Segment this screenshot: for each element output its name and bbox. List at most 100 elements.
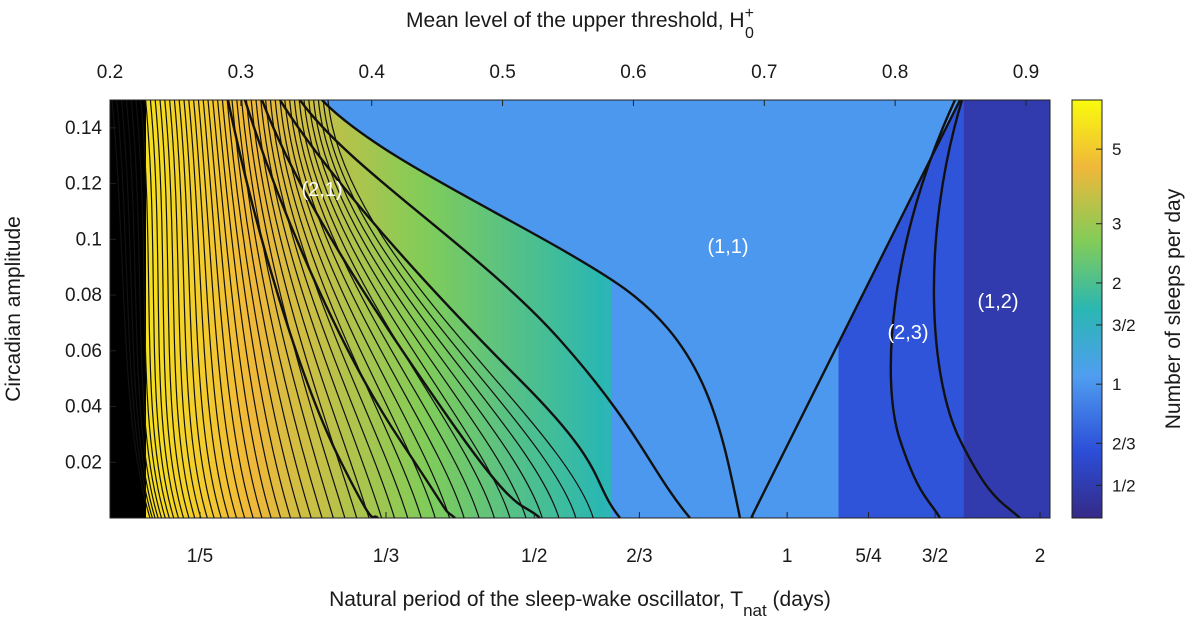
boundary-line [164,100,196,518]
heatmap-cell [360,100,370,518]
heatmap-cell [603,100,612,518]
boundary-line [284,100,451,518]
heatmap-cell [995,100,1004,518]
heatmap-cell [1018,100,1028,518]
boundary-line [217,100,282,518]
heatmap-cell [1010,100,1020,518]
boundary-curve [889,100,957,518]
top-tick-label: 0.2 [97,62,123,83]
heatmap-cell [893,100,902,518]
x-tick-label: 1 [782,546,793,567]
heatmap-cell [376,100,385,518]
heatmap-cell [196,100,205,518]
heatmap-cell [932,100,941,518]
heatmap-cell [274,100,283,518]
boundary-line [202,100,254,518]
heatmap-cell [352,100,362,518]
boundary-line [293,100,480,518]
heatmap-cell [854,100,863,518]
boundary-line [125,100,159,518]
colorbar-tick-label: 2 [1112,274,1121,293]
y-axis: 0.02 0.04 0.06 0.08 0.1 0.12 0.14 [65,118,116,473]
boundary-line [322,100,577,518]
heatmap-cell [501,100,511,518]
heatmap-cell [869,100,879,518]
heatmap-cell [423,100,432,518]
heatmap-cell [1042,100,1050,518]
heatmap-cell [1034,100,1043,518]
heatmap-cell [619,100,628,518]
boundary-line [116,100,153,518]
boundary-line [178,100,215,518]
boundary-line [169,100,202,518]
heatmap-cell [916,100,926,518]
heatmap-cell [470,100,479,518]
heatmap-cell [258,100,268,518]
x-tick-label: 1/3 [373,546,399,567]
heatmap-cell [885,100,894,518]
heatmap-cell [556,100,565,518]
tongue-strips [110,100,1050,518]
boundary-curve [299,100,691,518]
boundary-line [154,100,185,518]
colorbar-tick-label: 3/2 [1112,316,1136,335]
boundary-line [255,100,370,518]
heatmap-cell [282,100,291,518]
x-tick-label: 2 [1035,546,1046,567]
colorbar-ticks: 5 3 2 3/2 1 2/3 1/2 [1096,140,1136,495]
heatmap-cell [478,100,487,518]
colorbar [1071,99,1103,519]
heatmap-cell [517,100,526,518]
heatmap-cell [313,100,323,518]
heatmap-cell [486,100,495,518]
heatmap-cell [305,100,315,518]
y-tick-label: 0.04 [65,397,102,418]
boundary-line [159,100,190,518]
boundary-curve [321,100,742,518]
y-tick-label: 0.02 [65,452,102,473]
heatmap-cell [971,100,981,518]
heatmap-cell [940,100,949,518]
heatmap-cell [415,100,424,518]
boundary-line [231,100,312,518]
boundary-curve [932,100,1021,518]
boundary-line [188,100,230,518]
heatmap-cell [227,100,236,518]
y-tick-label: 0.12 [65,174,102,195]
x-tick-label: 1/2 [521,546,547,567]
top-tick-label: 0.3 [228,62,254,83]
boundary-line [207,100,263,518]
heatmap-cell [157,100,166,518]
heatmap-cell [290,100,299,518]
heatmap-cell [580,100,589,518]
colorbar-tick-label: 2/3 [1112,434,1136,453]
y-axis-title: Circadian amplitude [2,216,25,402]
heatmap-cell [345,100,354,518]
boundary-line [245,100,346,518]
region-label-1-2: (1,2) [977,291,1018,313]
x-tick-label: 3/2 [922,546,948,567]
boundary-line [183,100,222,518]
boundary-line [149,100,180,518]
heatmap-cell [172,100,182,518]
heatmap-cell [462,100,471,518]
heatmap-cell [963,100,973,518]
top-axis-title: Mean level of the upper threshold, H+ 0 [406,5,754,42]
heatmap-cell [493,100,503,518]
heatmap-cell [211,100,221,518]
boundary-line [289,100,465,518]
boundary-line [313,100,543,518]
heatmap-cell [384,100,393,518]
boundary-line [145,100,175,518]
boundary-curve [750,100,962,518]
boundary-line [274,100,422,518]
top-tick-label: 0.5 [489,62,515,83]
x-axis-top: 0.2 0.3 0.4 0.5 0.6 0.7 0.8 0.9 [97,62,1039,106]
heatmap-cell [266,100,276,518]
heatmap-cell [627,100,636,518]
heatmap-cell [948,100,957,518]
heatmap-cell [439,100,448,518]
top-tick-label: 0.6 [620,62,646,83]
